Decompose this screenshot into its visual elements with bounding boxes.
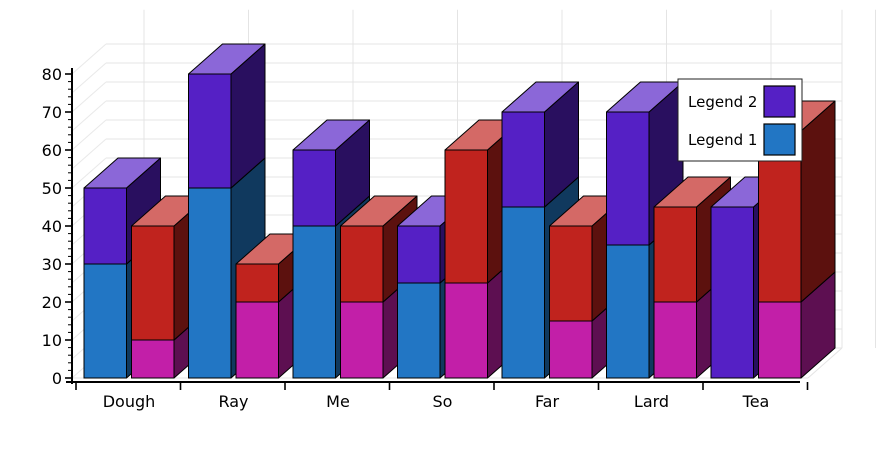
- bar-front: [549, 225, 593, 322]
- axes: 0 10 20 30 40 50 60 70 80 Dough Ray Me So Far Lard Tea: [42, 65, 809, 411]
- y-tick-label: 80: [42, 65, 62, 84]
- x-tick-label: Far: [535, 392, 560, 411]
- y-tick-label: 20: [42, 293, 62, 312]
- y-tick-label: 60: [42, 141, 62, 160]
- bar-front: [710, 206, 754, 379]
- legend-swatch: [763, 123, 796, 156]
- bar-front: [606, 244, 650, 379]
- bar-front: [444, 149, 488, 284]
- x-tick-label: So: [433, 392, 453, 411]
- bar-front: [340, 301, 384, 379]
- bar-front: [758, 301, 802, 379]
- legend: Legend 2 Legend 1: [677, 78, 803, 162]
- x-tick-label: Me: [326, 392, 350, 411]
- bar-front: [83, 263, 127, 379]
- bar-front: [501, 111, 545, 208]
- bar-front: [397, 282, 441, 379]
- legend-swatch: [763, 85, 796, 118]
- y-tick-label: 50: [42, 179, 62, 198]
- y-tick-label: 30: [42, 255, 62, 274]
- bar-segment: [188, 43, 266, 189]
- bar-front: [653, 301, 697, 379]
- grid-line: [71, 138, 107, 170]
- grid-line: [71, 100, 107, 132]
- bar-front: [606, 111, 650, 246]
- bar-front: [292, 149, 336, 227]
- x-tick-label: Ray: [218, 392, 248, 411]
- y-tick-label: 40: [42, 217, 62, 236]
- x-tick-label: Tea: [742, 392, 770, 411]
- y-tick-label: 70: [42, 103, 62, 122]
- y-tick-label: 10: [42, 331, 62, 350]
- grid-line: [71, 119, 107, 151]
- grid-line: [71, 62, 107, 94]
- bar-segment: [292, 119, 370, 227]
- bar-front: [83, 187, 127, 265]
- grid-line: [71, 81, 107, 113]
- bar-front: [549, 320, 593, 379]
- bar-front: [235, 263, 279, 303]
- grid-line: [807, 347, 843, 379]
- bar-front: [188, 73, 232, 189]
- bar-front: [397, 225, 441, 284]
- y-tick-label: 0: [52, 369, 62, 388]
- x-tick-label: Lard: [634, 392, 669, 411]
- x-tick-label: Dough: [103, 392, 156, 411]
- bar-front: [501, 206, 545, 379]
- grid-line: [71, 43, 107, 75]
- bar-front: [292, 225, 336, 379]
- bar-front: [444, 282, 488, 379]
- bar-front: [131, 225, 175, 341]
- bar-front: [340, 225, 384, 303]
- legend-label: Legend 2: [688, 93, 757, 111]
- grid-line: [71, 157, 107, 189]
- bar-segment: [501, 81, 579, 208]
- bar-side: [800, 100, 836, 303]
- bar-front: [653, 206, 697, 303]
- bar-front: [188, 187, 232, 379]
- legend-label: Legend 1: [688, 131, 757, 149]
- bar-front: [235, 301, 279, 379]
- bar-front: [131, 339, 175, 379]
